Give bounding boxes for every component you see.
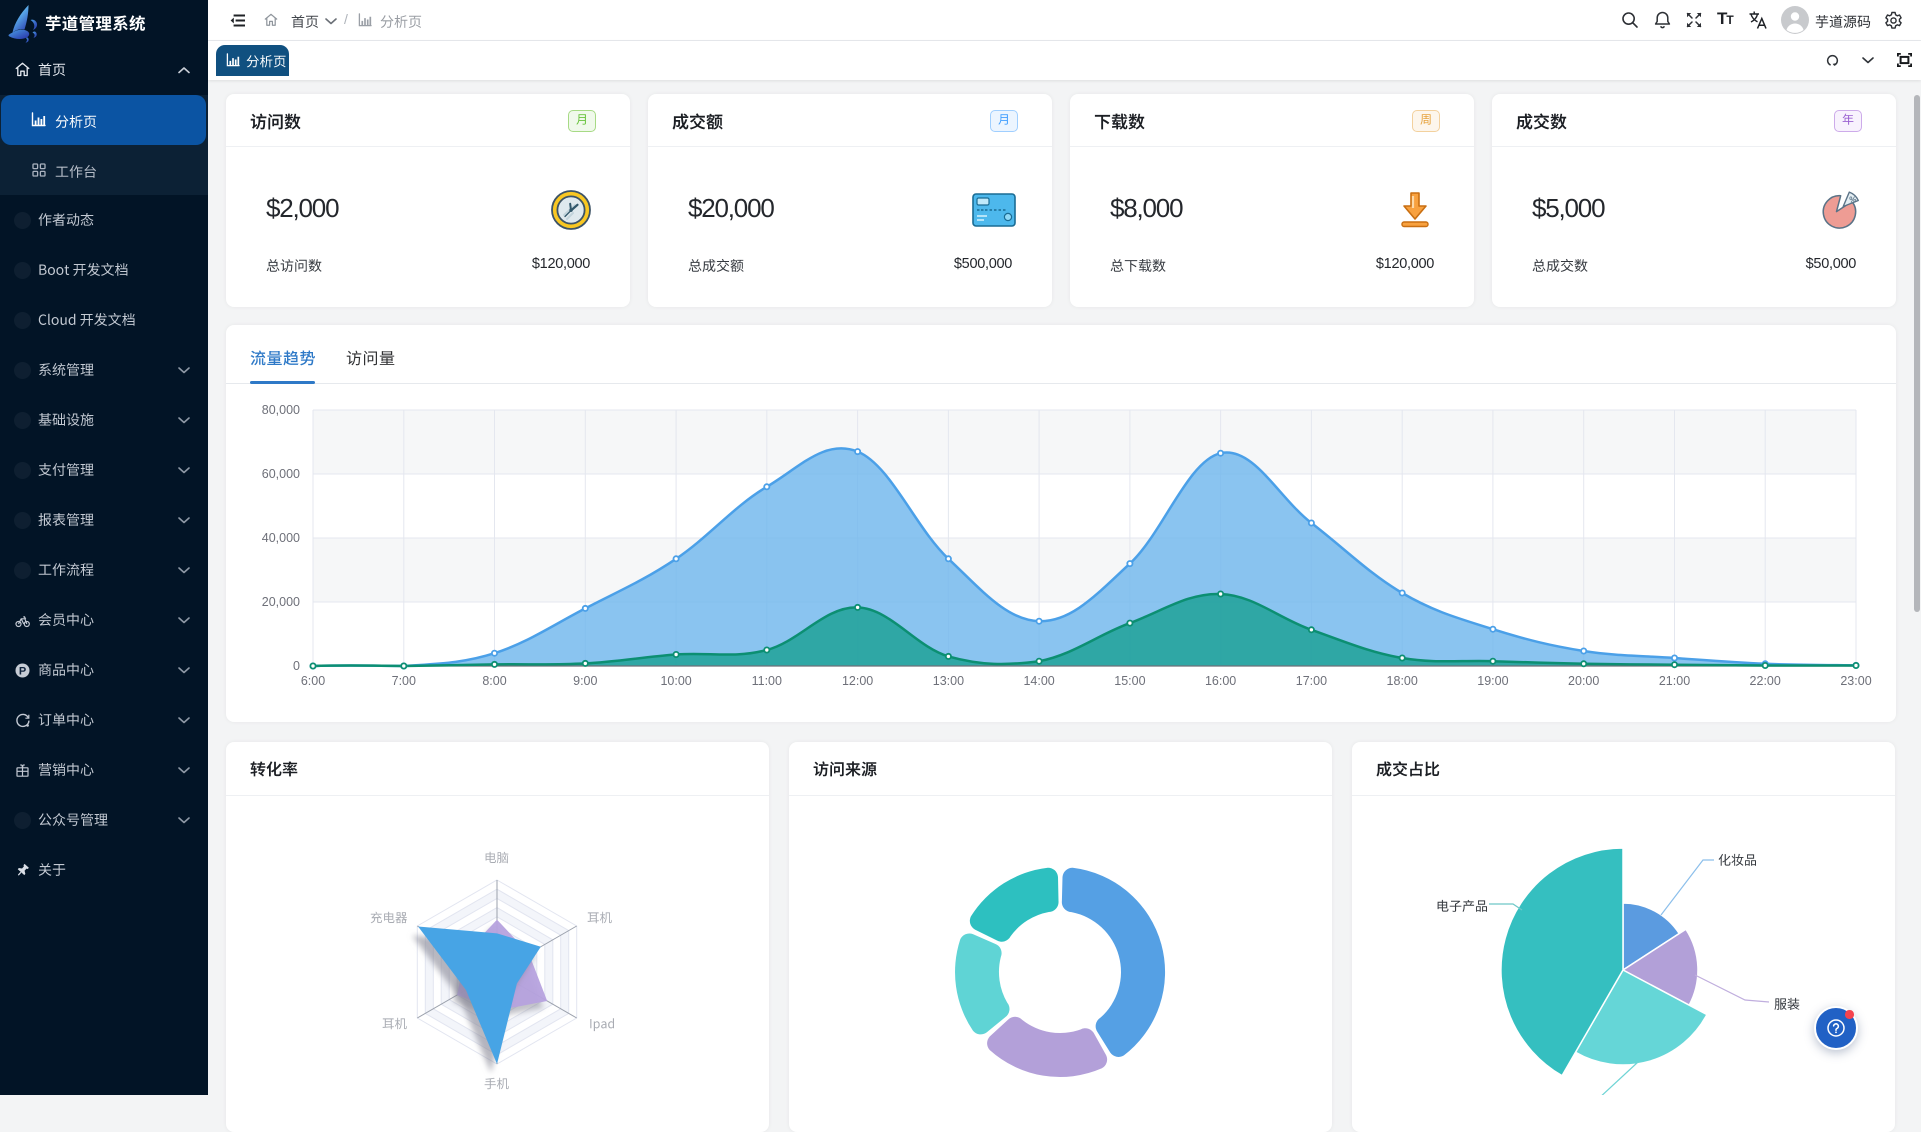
svg-text:11:00: 11:00: [752, 674, 782, 688]
svg-text:20,000: 20,000: [262, 595, 300, 609]
svg-text:%: %: [1849, 196, 1856, 205]
svg-text:80,000: 80,000: [262, 403, 300, 417]
svg-text:17:00: 17:00: [1296, 674, 1327, 688]
svg-text:22:00: 22:00: [1750, 674, 1781, 688]
svg-text:10:00: 10:00: [660, 674, 691, 688]
svg-text:7:00: 7:00: [392, 674, 416, 688]
svg-text:40,000: 40,000: [262, 531, 300, 545]
svg-text:60,000: 60,000: [262, 467, 300, 481]
svg-text:15:00: 15:00: [1114, 674, 1145, 688]
svg-text:20:00: 20:00: [1568, 674, 1599, 688]
svg-text:19:00: 19:00: [1477, 674, 1508, 688]
svg-text:23:00: 23:00: [1840, 674, 1871, 688]
svg-text:8:00: 8:00: [482, 674, 506, 688]
svg-text:6:00: 6:00: [301, 674, 325, 688]
svg-text:16:00: 16:00: [1205, 674, 1236, 688]
svg-text:9:00: 9:00: [573, 674, 597, 688]
svg-text:21:00: 21:00: [1659, 674, 1690, 688]
svg-text:P: P: [19, 665, 26, 677]
svg-text:18:00: 18:00: [1387, 674, 1418, 688]
svg-text:13:00: 13:00: [933, 674, 964, 688]
svg-text:14:00: 14:00: [1023, 674, 1054, 688]
svg-text:12:00: 12:00: [842, 674, 873, 688]
svg-text:0: 0: [293, 659, 300, 673]
